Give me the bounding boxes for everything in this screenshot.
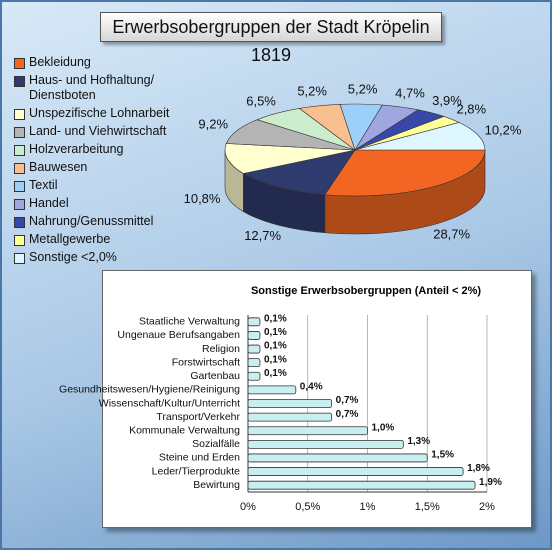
- value-label: 1,3%: [407, 436, 430, 447]
- legend-entry: Textil: [14, 178, 189, 193]
- bar: [247, 344, 261, 354]
- legend-label: Handel: [29, 196, 69, 210]
- legend-label: Unspezifische Lohnarbeit: [29, 106, 170, 120]
- x-tick-label: 1,5%: [415, 501, 440, 513]
- legend-label: Metallgewerbe: [29, 232, 111, 246]
- y-tick-label: Sozialfälle: [192, 438, 240, 450]
- value-label: 0,1%: [264, 327, 287, 338]
- y-tick-label: Gesundheitswesen/Hygiene/Reinigung: [59, 384, 240, 396]
- legend-label: Nahrung/Genussmittel: [29, 214, 154, 228]
- x-tick-label: 0,5%: [295, 501, 320, 513]
- value-label: 0,1%: [264, 354, 287, 365]
- x-tick-label: 1%: [360, 501, 376, 513]
- legend-swatch: [14, 109, 25, 120]
- value-label: 0,4%: [300, 382, 323, 393]
- legend-swatch: [14, 58, 25, 69]
- value-label: 5,2%: [297, 84, 327, 99]
- value-label: 0,1%: [264, 368, 287, 379]
- chart-title: Erwerbsobergruppen der Stadt Kröpelin 18…: [100, 12, 442, 65]
- value-label: 1,9%: [479, 477, 502, 488]
- y-tick-label: Religion: [202, 343, 240, 355]
- value-label: 10,8%: [184, 191, 221, 206]
- y-tick-label: Steine und Erden: [159, 452, 240, 464]
- bar: [247, 467, 464, 476]
- slice: [224, 143, 356, 174]
- legend-label: Bauwesen: [29, 160, 88, 174]
- legend-swatch: [14, 235, 25, 246]
- legend-label: Land- und Viehwirtschaft: [29, 124, 167, 138]
- x-tick-label: 0%: [240, 501, 256, 513]
- bar: [247, 317, 261, 327]
- bar: [247, 439, 404, 449]
- value-label: 2,8%: [456, 101, 486, 116]
- bar: [247, 412, 333, 422]
- legend-entry: Bekleidung: [14, 55, 189, 70]
- bar: [247, 371, 261, 381]
- y-tick-label: Kommunale Verwaltung: [129, 425, 240, 437]
- legend-entry: Unspezifische Lohnarbeit: [14, 106, 189, 121]
- legend-entry: Bauwesen: [14, 160, 189, 175]
- value-label: 0,1%: [264, 341, 287, 352]
- bar: [247, 385, 297, 395]
- legend-entry: Metallgewerbe: [14, 232, 189, 247]
- value-label: 1,5%: [431, 450, 454, 461]
- chart-title: Sonstige Erwerbsobergruppen (Anteil < 2%…: [251, 285, 481, 297]
- legend-label: Holzverarbeitung: [29, 142, 124, 156]
- slice: [324, 149, 486, 197]
- value-label: 0,7%: [336, 395, 359, 406]
- bar: [247, 426, 368, 436]
- legend-entry: Handel: [14, 196, 189, 211]
- legend-swatch: [14, 199, 25, 210]
- legend-entry: Holzverarbeitung: [14, 142, 189, 157]
- value-label: 0,7%: [336, 409, 359, 420]
- value-label: 6,5%: [246, 94, 276, 109]
- legend-swatch: [14, 163, 25, 174]
- slice: [354, 122, 486, 151]
- x-tick-label: 2%: [479, 501, 495, 513]
- legend-swatch: [14, 253, 25, 264]
- value-label: 1,8%: [467, 463, 490, 474]
- bar: [247, 331, 261, 340]
- y-tick-label: Leder/Tierprodukte: [152, 465, 240, 477]
- legend-swatch: [14, 76, 25, 87]
- legend-label: Bekleidung: [29, 55, 91, 69]
- legend-entry: Sonstige <2,0%: [14, 250, 189, 265]
- y-tick-label: Staatliche Verwaltung: [139, 316, 240, 328]
- value-label: 0,1%: [264, 313, 287, 324]
- value-label: 10,2%: [485, 123, 522, 138]
- y-tick-label: Ungenaue Berufsangaben: [117, 329, 240, 341]
- y-tick-label: Forstwirtschaft: [172, 356, 240, 368]
- bar: [247, 358, 261, 368]
- value-label: 3,9%: [432, 93, 462, 108]
- legend-swatch: [14, 127, 25, 138]
- bar: [247, 480, 476, 490]
- legend-swatch: [14, 145, 25, 156]
- legend-label: Textil: [29, 178, 58, 192]
- legend-swatch: [14, 217, 25, 228]
- value-label: 12,7%: [244, 228, 281, 243]
- value-label: 4,7%: [395, 85, 425, 100]
- legend-entry: Haus- und Hofhaltung/ Dienstboten: [14, 73, 189, 103]
- y-tick-label: Transport/Verkehr: [156, 411, 240, 423]
- y-tick-label: Wissenschaft/Kultur/Unterricht: [99, 397, 240, 409]
- legend-entry: Nahrung/Genussmittel: [14, 214, 189, 229]
- value-label: 28,7%: [433, 227, 470, 242]
- bar: [247, 453, 428, 463]
- legend-swatch: [14, 181, 25, 192]
- legend: Bekleidung Haus- und Hofhaltung/ Dienstbo…: [14, 55, 189, 268]
- y-tick-label: Bewirtung: [193, 479, 240, 491]
- slice: [242, 149, 356, 196]
- value-label: 9,2%: [198, 116, 228, 131]
- value-label: 5,2%: [348, 82, 378, 97]
- value-label: 1,0%: [372, 422, 395, 433]
- bar: [247, 399, 333, 408]
- legend-label: Haus- und Hofhaltung/ Dienstboten: [29, 73, 155, 102]
- y-tick-label: Gartenbau: [190, 370, 240, 382]
- legend-label: Sonstige <2,0%: [29, 250, 117, 264]
- legend-entry: Land- und Viehwirtschaft: [14, 124, 189, 139]
